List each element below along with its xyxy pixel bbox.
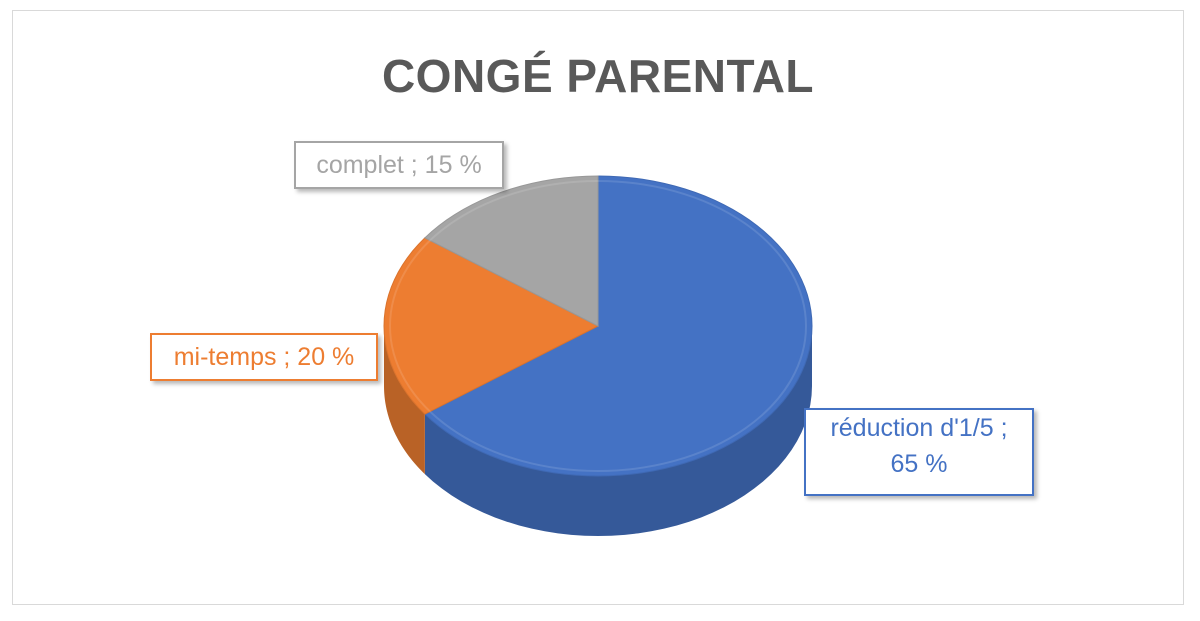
data-label-reduction: réduction d'1/5 ; 65 % — [804, 408, 1034, 496]
pie-side-walls — [384, 326, 812, 536]
pie-rim-highlight — [389, 180, 807, 472]
data-label-line: complet ; 15 % — [316, 151, 482, 179]
pie-slice-r-duction-d-1-5 — [423, 175, 813, 477]
data-label-line: réduction d'1/5 ; — [830, 414, 1008, 442]
chart-title: CONGÉ PARENTAL — [381, 50, 815, 102]
pie-side-mi-temps — [384, 326, 425, 475]
data-label-line: mi-temps ; 20 % — [173, 343, 355, 371]
data-label-line: 65 % — [890, 450, 948, 479]
pie-slice-complet — [423, 175, 599, 327]
pie-side-r-duction-d-1-5 — [424, 326, 812, 536]
pie-slice-mi-temps — [383, 237, 600, 415]
data-label-mi-temps: mi-temps ; 20 % — [150, 333, 378, 381]
data-label-complet: complet ; 15 % — [294, 141, 504, 189]
pie-top-faces — [383, 175, 813, 477]
